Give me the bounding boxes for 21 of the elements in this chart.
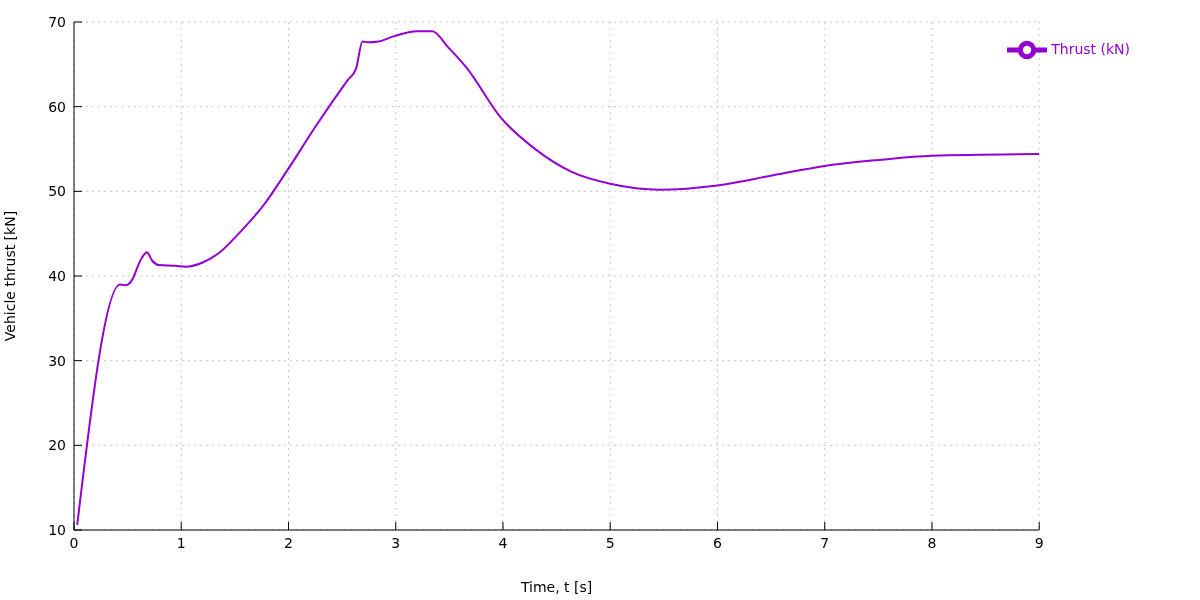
y-tick-label: 70 [48,13,66,30]
x-tick-label: 5 [605,534,615,551]
y-axis-title: Vehicle thrust [kN] [1,210,18,342]
x-tick-label: 9 [1034,534,1044,551]
y-tick-label: 50 [48,183,66,200]
y-tick-label: 10 [48,521,66,538]
x-tick-label: 7 [820,534,830,551]
y-tick-label: 60 [48,98,66,115]
y-tick-label: 20 [48,437,66,454]
x-tick-label: 4 [498,534,508,551]
x-tick-label: 3 [391,534,401,551]
x-tick-label: 8 [927,534,937,551]
y-tick-label: 40 [48,267,66,284]
y-tick-label: 30 [48,352,66,369]
legend-label: Thrust (kN) [1051,41,1130,57]
x-tick-label: 6 [713,534,723,551]
x-tick-label: 0 [69,534,79,551]
line-series [76,30,1040,526]
x-tick-label: 1 [176,534,186,551]
x-tick-label: 2 [284,534,293,551]
x-axis-title: Time, t [s] [519,579,593,595]
